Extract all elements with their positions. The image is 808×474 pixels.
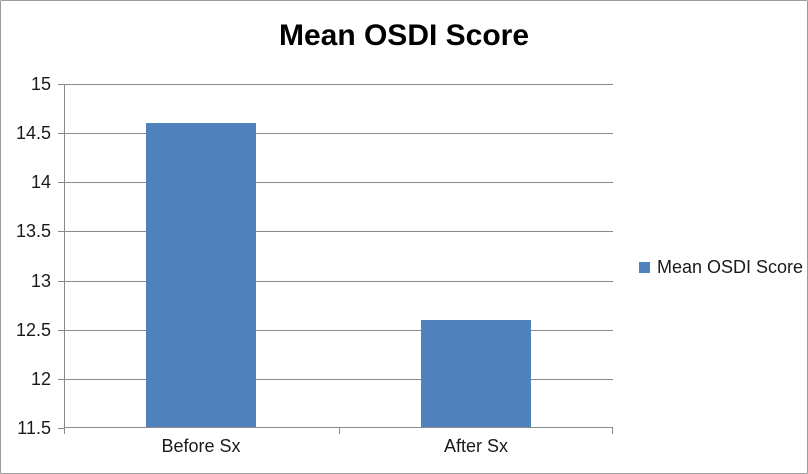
y-tick-label: 13.5 [15,221,51,241]
y-tick-label: 15 [30,74,51,94]
y-tick-label: 13 [30,271,51,291]
plot-area [58,84,613,434]
gridline [64,182,613,183]
gridline [64,281,613,282]
y-tick-label: 11.5 [17,418,51,438]
bar-before-sx [146,123,256,428]
y-tick-label: 14.5 [15,123,51,143]
gridline [64,330,613,331]
y-tick [58,428,64,429]
bar-after-sx [421,320,531,428]
legend-swatch [639,262,650,273]
legend: Mean OSDI Score [639,257,803,278]
y-tick [58,231,64,232]
y-tick [58,133,64,134]
y-tick-label: 12.5 [15,320,51,340]
gridline [64,379,613,380]
gridline [64,133,613,134]
y-axis-line [64,84,65,434]
y-tick [58,330,64,331]
gridline [64,231,613,232]
y-tick [58,84,64,85]
x-tick [339,428,340,434]
y-tick [58,281,64,282]
y-tick [58,379,64,380]
x-tick [612,428,613,434]
chart-title: Mean OSDI Score [278,19,530,52]
y-tick-label: 12 [30,369,51,389]
x-axis-line [64,427,613,428]
y-tick [58,182,64,183]
x-category-label: Before Sx [161,436,241,456]
x-category-label: After Sx [443,436,509,456]
y-tick-label: 14 [30,172,51,192]
legend-label: Mean OSDI Score [657,257,804,277]
gridline [64,84,613,85]
